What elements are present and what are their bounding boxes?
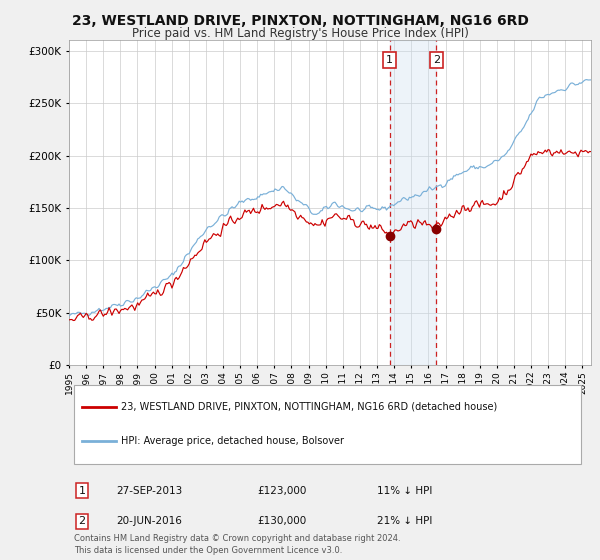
Text: 1: 1 [386,55,393,65]
Text: Contains HM Land Registry data © Crown copyright and database right 2024.
This d: Contains HM Land Registry data © Crown c… [74,534,401,555]
Text: 27-SEP-2013: 27-SEP-2013 [116,486,182,496]
Text: 11% ↓ HPI: 11% ↓ HPI [377,486,433,496]
Text: Price paid vs. HM Land Registry's House Price Index (HPI): Price paid vs. HM Land Registry's House … [131,27,469,40]
Text: £130,000: £130,000 [257,516,306,526]
Text: 2: 2 [79,516,86,526]
Text: 21% ↓ HPI: 21% ↓ HPI [377,516,433,526]
Text: 2: 2 [433,55,440,65]
Text: 23, WESTLAND DRIVE, PINXTON, NOTTINGHAM, NG16 6RD: 23, WESTLAND DRIVE, PINXTON, NOTTINGHAM,… [71,14,529,28]
Text: £123,000: £123,000 [257,486,306,496]
FancyBboxPatch shape [74,385,581,464]
Text: 23, WESTLAND DRIVE, PINXTON, NOTTINGHAM, NG16 6RD (detached house): 23, WESTLAND DRIVE, PINXTON, NOTTINGHAM,… [121,402,497,412]
Bar [390,40,436,365]
Text: 1: 1 [79,486,86,496]
Text: 20-JUN-2016: 20-JUN-2016 [116,516,182,526]
Text: HPI: Average price, detached house, Bolsover: HPI: Average price, detached house, Bols… [121,436,344,446]
